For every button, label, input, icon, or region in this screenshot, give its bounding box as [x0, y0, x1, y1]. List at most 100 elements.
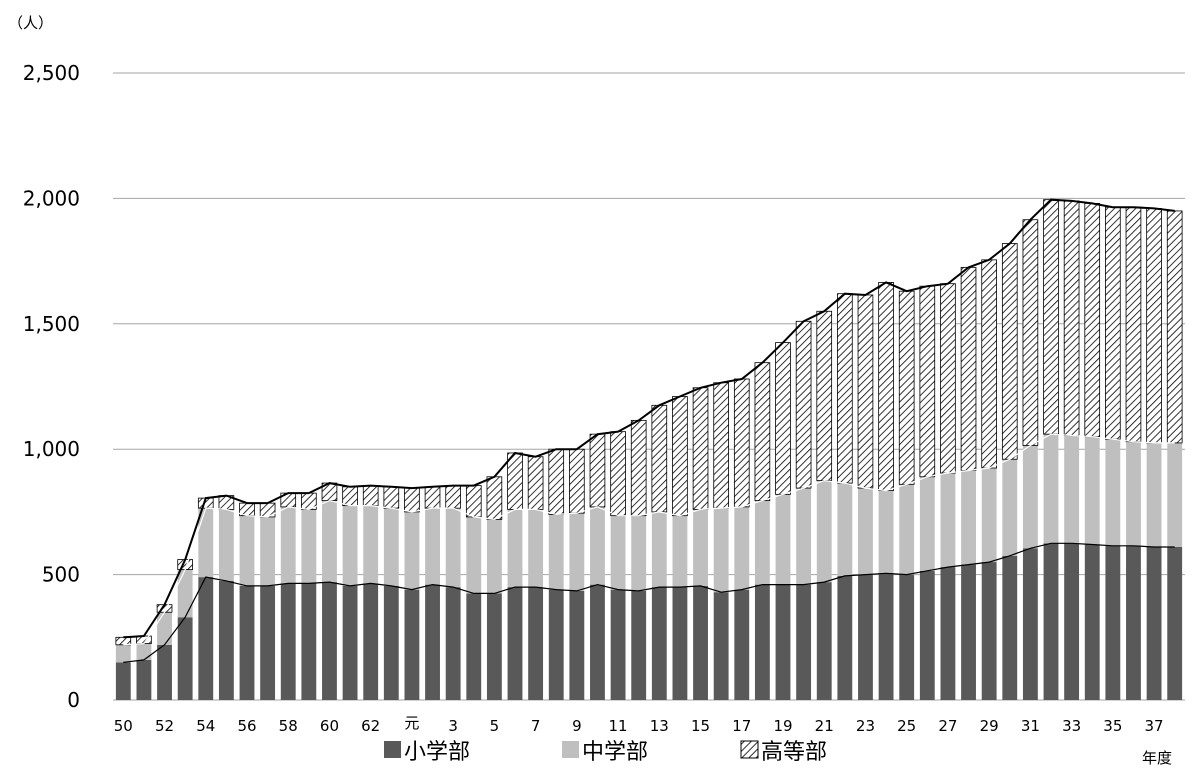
bar-segment-elementary	[548, 589, 564, 700]
x-tick-label: 19	[773, 717, 792, 735]
bar-segment-high	[754, 362, 771, 502]
bar-segment-junior	[878, 490, 894, 574]
bar-segment-junior	[816, 480, 832, 583]
bar-segment-junior	[651, 511, 667, 588]
bar-segment-elementary	[342, 585, 358, 700]
bar-segment-high	[1001, 243, 1018, 460]
bar-segment-junior	[1084, 436, 1100, 545]
bar-segment-junior	[1064, 435, 1080, 544]
bar-segment-junior	[1126, 441, 1141, 546]
y-tick-label: 1,000	[23, 437, 80, 461]
bar-segment-high	[115, 636, 132, 646]
bar-segment-junior	[1002, 459, 1018, 556]
series-line-elementary	[123, 542, 1175, 663]
bar-segment-elementary	[528, 587, 544, 700]
bar-segment-elementary	[507, 587, 523, 700]
bar-segment-junior	[301, 509, 317, 584]
bar-segment-junior	[342, 505, 358, 586]
bar-segment-junior	[631, 515, 647, 591]
bar-segment-elementary	[218, 580, 234, 700]
bar-segment-junior	[322, 500, 337, 583]
bar-segment-high	[342, 486, 358, 507]
bar-segment-high	[898, 290, 915, 485]
bar-segment-high	[1105, 206, 1121, 440]
bar-segment-high	[1166, 210, 1183, 444]
x-tick-label: 5	[490, 717, 500, 735]
bar-segment-high	[940, 283, 956, 474]
x-tick-label: 50	[114, 717, 133, 735]
bar-segment-elementary	[734, 589, 750, 700]
bar-segment-elementary	[466, 593, 482, 700]
bar-segment-elementary	[1105, 545, 1121, 700]
bar-segment-elementary	[445, 587, 461, 700]
x-tick-label: 15	[691, 717, 710, 735]
bar-segment-junior	[363, 505, 379, 584]
bar-segment-elementary	[404, 589, 420, 700]
bar-segment-elementary	[775, 584, 791, 700]
bar-segment-junior	[754, 500, 770, 585]
bar-segment-elementary	[115, 662, 131, 700]
bar-segment-elementary	[878, 573, 894, 700]
bar-segment-high	[733, 378, 750, 508]
bar-segment-elementary	[301, 583, 317, 700]
bar-segment-elementary	[177, 617, 193, 700]
bar-segment-high	[1125, 206, 1142, 443]
bar-segment-elementary	[1002, 555, 1018, 700]
x-tick-label: 29	[980, 717, 999, 735]
bar-segment-elementary	[961, 564, 976, 700]
bar-segment-high	[589, 433, 606, 508]
bar-segment-junior	[837, 483, 853, 576]
legend-label-junior: 中学部	[582, 740, 648, 765]
bar-segment-high	[630, 419, 647, 517]
bar-segment-junior	[899, 484, 915, 575]
bar-segment-elementary	[940, 567, 956, 700]
bar-segment-junior	[218, 509, 234, 581]
bar-segment-junior	[1105, 439, 1121, 546]
bar-segment-high	[1043, 199, 1059, 435]
x-tick-label: 52	[155, 717, 174, 735]
bar-segment-elementary	[919, 570, 935, 700]
bar-segment-high	[1063, 200, 1080, 436]
bar-segment-high	[692, 387, 709, 510]
bar-segment-elementary	[486, 593, 502, 700]
bar-segment-elementary	[796, 584, 812, 700]
x-tick-label: 56	[237, 717, 256, 735]
x-tick-label: 23	[856, 717, 875, 735]
bar-segment-junior	[466, 516, 482, 594]
bar-segment-junior	[528, 509, 544, 588]
bar-segment-high	[672, 396, 688, 517]
bar-segment-elementary	[280, 583, 296, 700]
bar-segment-junior	[981, 468, 997, 563]
bar-segment-high	[569, 448, 585, 514]
x-tick-label: 37	[1145, 717, 1164, 735]
bar-segment-junior	[260, 516, 276, 586]
bar-segment-elementary	[713, 592, 729, 700]
x-tick-label: 25	[897, 717, 916, 735]
bar-segment-high	[404, 487, 420, 513]
bar-segment-elementary	[363, 583, 379, 700]
bar-segment-junior	[672, 515, 688, 588]
x-tick-label: 62	[361, 717, 380, 735]
x-tick-label: 31	[1021, 717, 1040, 735]
bar-segment-elementary	[672, 587, 688, 700]
bar-segment-elementary	[569, 590, 585, 700]
bar-segment-junior	[940, 473, 956, 568]
bar-segment-junior	[590, 506, 605, 585]
bar-segment-junior	[1167, 442, 1183, 548]
bar-segment-high	[1022, 219, 1039, 446]
x-axis-ticks: 50 52 54 56 58 60 62 元 3 5 7 9 11 13 15 17 19 21 23 25 27 29 3…	[114, 714, 1164, 735]
bar-segment-junior	[1146, 442, 1162, 548]
x-tick-label: 7	[531, 717, 541, 735]
bar-segment-junior	[507, 509, 523, 588]
bar-segment-junior	[383, 508, 399, 586]
bar-segment-junior	[548, 514, 564, 590]
bar-segment-junior	[198, 508, 214, 578]
bar-segment-elementary	[1126, 545, 1141, 700]
y-tick-label: 1,500	[23, 312, 80, 336]
bar-segment-high	[651, 404, 668, 513]
y-axis-ticks: 0 500 1,000 1,500 2,000 2,500	[23, 61, 80, 712]
series-line-total	[123, 198, 1175, 639]
bar-segment-elementary	[157, 644, 172, 700]
bar-segment-elementary	[1064, 543, 1080, 700]
